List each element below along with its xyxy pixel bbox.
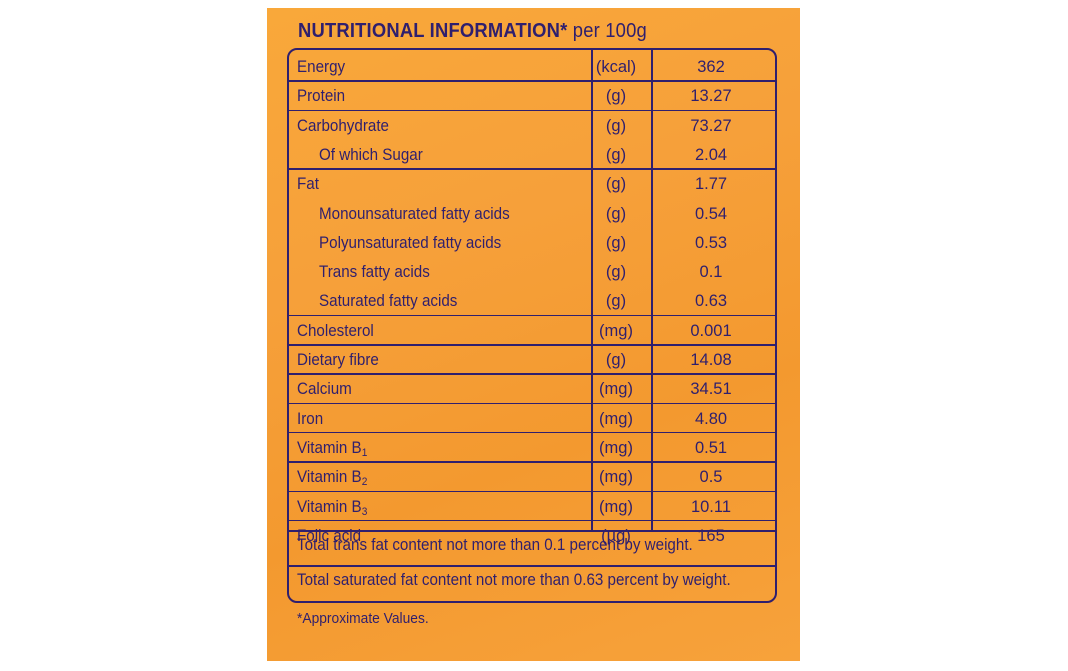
nutrient-name: Protein (297, 87, 346, 106)
nutrient-value: 10.11 (690, 497, 732, 516)
row-divider (289, 431, 775, 434)
nutrient-value: 0.54 (694, 204, 728, 223)
nutrient-value: 73.27 (690, 116, 732, 135)
nutrient-value: 0.53 (694, 233, 728, 252)
nutrient-name: Carbohydrate (297, 116, 389, 135)
title-main: NUTRITIONAL INFORMATION* (298, 20, 568, 42)
nutrient-value: 0.5 (699, 468, 723, 487)
nutrient-value: 1.77 (694, 175, 728, 194)
nutrient-unit: (g) (605, 204, 627, 223)
row-divider (289, 402, 775, 405)
nutrient-value: 362 (697, 58, 725, 76)
footnote: *Approximate Values. (297, 610, 429, 627)
table-row: Carbohydrate (g) 73.27 (289, 112, 775, 141)
nutrient-value: 2.04 (694, 145, 728, 164)
table-row: Protein (g) 13.27 (289, 82, 775, 111)
table-row: Saturated fatty acids (g) 0.63 (289, 287, 775, 316)
nutrient-name: Iron (297, 409, 324, 428)
row-divider (289, 373, 775, 375)
nutrient-unit: (g) (605, 175, 627, 194)
saturated-fat-note: Total saturated fat content not more tha… (297, 571, 731, 589)
label-title: NUTRITIONAL INFORMATION* per 100g (298, 20, 647, 43)
nutrient-name: Fat (297, 175, 319, 194)
table-row: Fat (g) 1.77 (289, 170, 775, 199)
nutrient-value: 4.80 (694, 409, 728, 428)
nutrient-value: 0.1 (699, 263, 723, 282)
table-row: Vitamin B1 (mg) 0.51 (289, 434, 775, 463)
table-row: Calcium (mg) 34.51 (289, 375, 775, 404)
table-row: Energy (kcal) 362 (289, 53, 775, 82)
vitamin-subscript: 3 (361, 505, 368, 518)
row-divider (289, 109, 775, 112)
row-divider (289, 461, 775, 463)
nutrient-name: Vitamin B1 (297, 438, 368, 459)
nutrient-name: Polyunsaturated fatty acids (319, 233, 502, 252)
nutrient-value: 0.63 (694, 292, 728, 311)
nutrient-value: 34.51 (690, 380, 732, 399)
nutrient-unit: (g) (605, 263, 627, 282)
nutrient-name: Vitamin B3 (297, 497, 368, 518)
nutrient-name: Dietary fibre (297, 351, 379, 369)
nutrient-name: Calcium (297, 380, 352, 399)
notes-divider (289, 530, 775, 532)
row-divider (289, 344, 775, 346)
nutrient-unit: (g) (605, 292, 627, 311)
nutrient-unit: (g) (605, 351, 627, 369)
nutrient-value: 0.001 (690, 321, 732, 340)
nutrient-value: 13.27 (690, 87, 732, 106)
table-row: Of which Sugar (g) 2.04 (289, 141, 775, 170)
nutrient-unit: (mg) (599, 497, 633, 516)
table-row: Vitamin B2 (mg) 0.5 (289, 463, 775, 492)
nutrient-unit: (mg) (599, 468, 633, 487)
row-divider (289, 519, 775, 522)
column-divider-unit (591, 50, 593, 530)
nutrient-value: 0.51 (694, 438, 728, 457)
table-row: Trans fatty acids (g) 0.1 (289, 258, 775, 287)
nutrient-unit: (g) (605, 233, 627, 252)
nutrient-name: Of which Sugar (319, 145, 423, 164)
nutrient-value: 14.08 (690, 351, 732, 369)
notes-divider-2 (289, 565, 775, 567)
row-divider (289, 490, 775, 492)
row-divider (289, 80, 775, 82)
table-row: Polyunsaturated fatty acids (g) 0.53 (289, 229, 775, 258)
table-row: Monounsaturated fatty acids (g) 0.54 (289, 200, 775, 229)
nutrient-name: Energy (297, 58, 346, 76)
nutrient-unit: (kcal) (595, 58, 637, 76)
row-divider (289, 314, 775, 317)
table-row: Vitamin B3 (mg) 10.11 (289, 493, 775, 522)
vitamin-subscript: 1 (361, 446, 368, 459)
nutrition-label: NUTRITIONAL INFORMATION* per 100g Energy… (267, 8, 800, 661)
title-per-serving: per 100g (572, 20, 647, 42)
table-row: Dietary fibre (g) 14.08 (289, 346, 775, 375)
table-row: Cholesterol (mg) 0.001 (289, 317, 775, 346)
vitamin-subscript: 2 (361, 476, 368, 489)
column-divider-value (651, 50, 653, 530)
row-divider (289, 168, 775, 170)
nutrient-unit: (g) (605, 87, 627, 106)
nutrient-unit: (mg) (599, 380, 633, 399)
nutrition-table: Energy (kcal) 362 Protein (g) 13.27 Carbohydra… (287, 48, 777, 603)
nutrient-unit: (mg) (599, 409, 633, 428)
nutrient-name: Vitamin B2 (297, 468, 368, 489)
table-row: Iron (mg) 4.80 (289, 405, 775, 434)
trans-fat-note: Total trans fat content not more than 0.… (297, 536, 693, 554)
nutrient-name: Trans fatty acids (319, 263, 430, 282)
nutrient-unit: (g) (605, 116, 627, 135)
nutrient-unit: (mg) (599, 321, 633, 340)
nutrient-name: Monounsaturated fatty acids (319, 204, 510, 223)
nutrient-name: Cholesterol (297, 321, 374, 340)
nutrient-name: Saturated fatty acids (319, 292, 458, 311)
nutrient-unit: (g) (605, 145, 627, 164)
nutrient-unit: (mg) (599, 438, 633, 457)
